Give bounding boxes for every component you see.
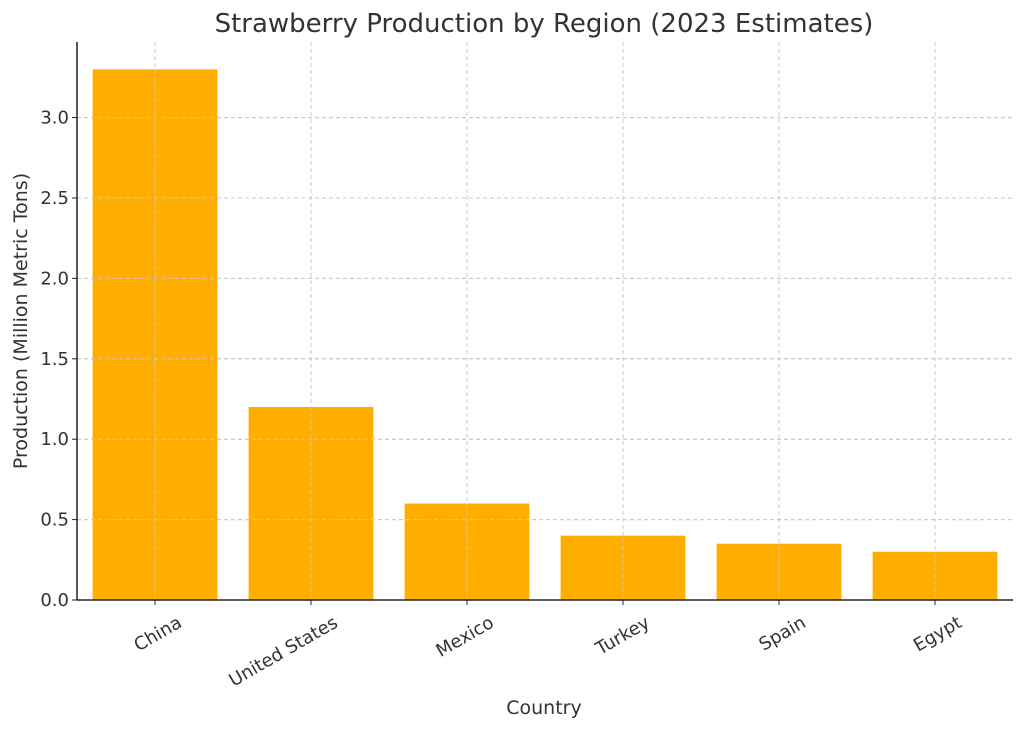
axes bbox=[76, 42, 1013, 601]
bar-mexico bbox=[404, 503, 530, 600]
x-tick-label: Mexico bbox=[433, 612, 498, 662]
y-tick-label: 2.0 bbox=[40, 268, 69, 289]
x-tick-label: Turkey bbox=[591, 612, 653, 660]
y-tick-label: 1.0 bbox=[40, 429, 69, 450]
x-axis-label: Country bbox=[506, 697, 581, 719]
x-tick-label: United States bbox=[225, 612, 341, 691]
y-tick-label: 2.5 bbox=[40, 188, 69, 209]
y-axis-label: Production (Million Metric Tons) bbox=[10, 173, 32, 469]
y-axis-ticks: 0.0 0.5 1.0 1.5 2.0 2.5 3.0 bbox=[40, 108, 77, 611]
bars bbox=[77, 42, 1013, 601]
y-tick-label: 0.5 bbox=[40, 510, 69, 531]
x-axis-ticks: China United States Mexico Turkey Spain Egypt bbox=[130, 600, 966, 691]
x-tick-label: Egypt bbox=[910, 612, 965, 656]
y-tick-label: 3.0 bbox=[40, 108, 69, 129]
y-tick-label: 0.0 bbox=[40, 590, 69, 611]
x-tick-label: Spain bbox=[755, 612, 809, 655]
chart-title: Strawberry Production by Region (2023 Es… bbox=[215, 9, 874, 39]
y-tick-label: 1.5 bbox=[40, 349, 69, 370]
x-tick-label: China bbox=[130, 612, 185, 656]
